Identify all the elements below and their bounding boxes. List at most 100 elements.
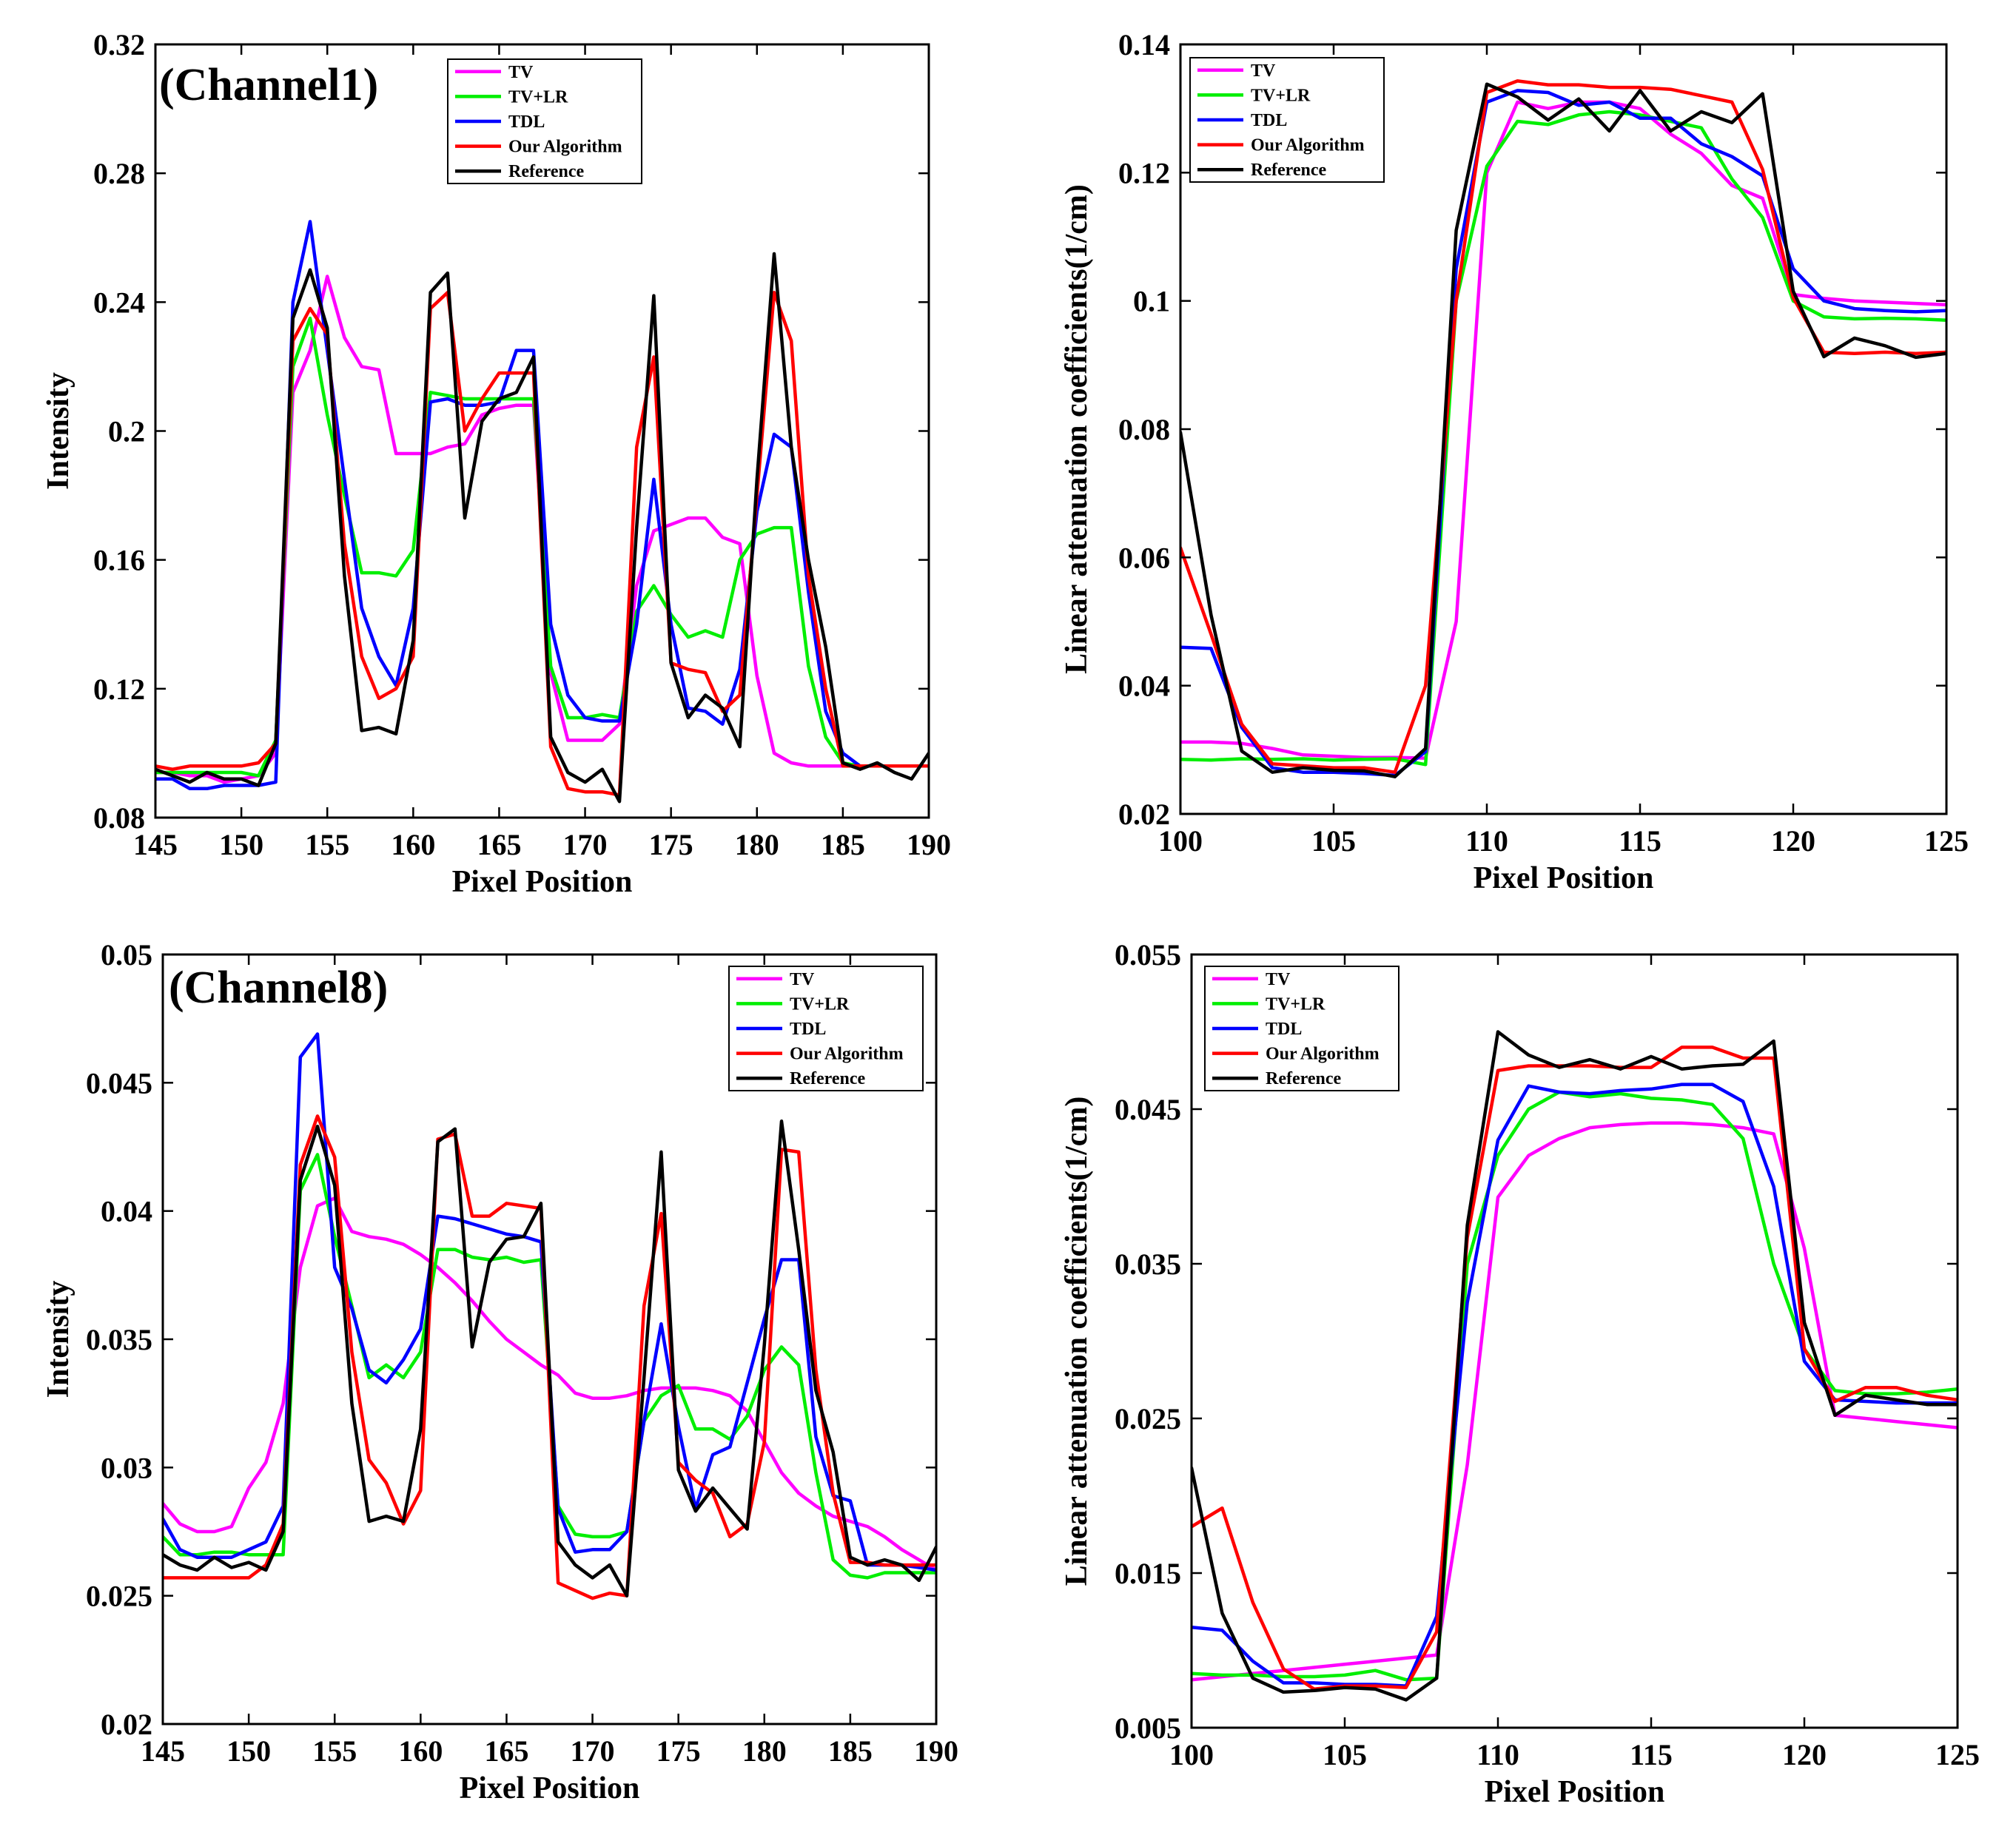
y-tick-label: 0.045 bbox=[1115, 1093, 1181, 1126]
legend-entry: TV+LR bbox=[790, 994, 850, 1014]
panel-title: (Channel8) bbox=[169, 963, 388, 1013]
legend-entry: TDL bbox=[790, 1020, 826, 1039]
y-tick-label: 0.02 bbox=[1118, 798, 1170, 831]
y-tick-label: 0.02 bbox=[101, 1708, 152, 1741]
series-line-tv bbox=[1192, 1121, 1958, 1682]
y-axis-label: Intensity bbox=[41, 1281, 75, 1398]
legend-entry: TV bbox=[1251, 61, 1276, 81]
x-tick-label: 170 bbox=[571, 1734, 615, 1768]
series-line-tv-lr bbox=[1180, 110, 1946, 767]
y-tick-label: 0.015 bbox=[1115, 1557, 1181, 1590]
x-tick-label: 160 bbox=[391, 828, 435, 861]
x-tick-label: 165 bbox=[484, 1734, 528, 1768]
legend-entry: Reference bbox=[1251, 161, 1327, 180]
x-tick-label: 170 bbox=[563, 828, 608, 861]
y-tick-label: 0.12 bbox=[1118, 156, 1170, 189]
y-tick-label: 0.28 bbox=[93, 157, 145, 190]
legend-entry: Our Algorithm bbox=[508, 138, 622, 157]
x-tick-label: 185 bbox=[821, 828, 865, 861]
x-axis-label: Pixel Position bbox=[1485, 1775, 1665, 1809]
chart-panel-2: 100 105 110 115 120 125 0.02 0.04 0.06 0.08 0.1 0.1… bbox=[1060, 28, 1969, 895]
legend-entry: Reference bbox=[1266, 1069, 1342, 1088]
x-tick-label: 155 bbox=[305, 828, 349, 861]
series-line-reference bbox=[1192, 1030, 1958, 1702]
x-tick-label: 125 bbox=[1935, 1738, 1980, 1771]
legend: TV TV+LR TDL Our Algorithm Reference bbox=[1204, 966, 1400, 1091]
legend-entry: TV+LR bbox=[1251, 86, 1311, 105]
chart-panel-4: 100 105 110 115 120 125 0.005 0.015 0.025 0.035 0.… bbox=[1060, 938, 1980, 1809]
x-tick-label: 105 bbox=[1311, 824, 1356, 858]
x-axis-label: Pixel Position bbox=[452, 865, 633, 899]
legend-entry: TV+LR bbox=[508, 87, 568, 107]
x-tick-label: 190 bbox=[907, 828, 951, 861]
series-line-reference bbox=[1180, 82, 1946, 778]
chart-panel-3: 145 150 155 160 165 170 175 180 185 190 0.02 0.025 0… bbox=[41, 938, 958, 1805]
x-tick-label: 145 bbox=[141, 1734, 185, 1768]
x-tick-label: 175 bbox=[649, 828, 693, 861]
legend-entry: TV bbox=[1266, 970, 1291, 989]
legend-entry: TV bbox=[790, 970, 815, 989]
y-tick-label: 0.04 bbox=[1118, 670, 1170, 703]
x-tick-label: 115 bbox=[1619, 824, 1661, 858]
y-tick-label: 0.1 bbox=[1133, 285, 1170, 318]
y-tick-label: 0.16 bbox=[93, 544, 145, 577]
x-tick-label: 150 bbox=[226, 1734, 271, 1768]
y-tick-label: 0.12 bbox=[93, 673, 145, 706]
y-tick-label: 0.005 bbox=[1115, 1711, 1181, 1745]
x-tick-label: 175 bbox=[656, 1734, 701, 1768]
y-tick-label: 0.32 bbox=[93, 28, 145, 61]
y-tick-label: 0.08 bbox=[1118, 413, 1170, 446]
y-tick-label: 0.05 bbox=[101, 938, 152, 972]
series-line-tdl bbox=[1180, 89, 1946, 778]
y-tick-label: 0.14 bbox=[1118, 28, 1170, 61]
legend: TV TV+LR TDL Our Algorithm Reference bbox=[728, 966, 924, 1091]
x-tick-label: 150 bbox=[219, 828, 263, 861]
y-tick-label: 0.08 bbox=[93, 801, 145, 835]
y-tick-label: 0.055 bbox=[1115, 938, 1181, 972]
legend-entry: Reference bbox=[508, 162, 585, 181]
x-tick-label: 120 bbox=[1782, 1738, 1827, 1771]
x-tick-label: 105 bbox=[1323, 1738, 1367, 1771]
legend-entry: Our Algorithm bbox=[790, 1045, 904, 1064]
y-tick-label: 0.03 bbox=[101, 1451, 152, 1484]
legend-entry: TDL bbox=[1251, 111, 1287, 130]
x-tick-label: 185 bbox=[828, 1734, 873, 1768]
legend-entry: TV bbox=[508, 63, 534, 82]
y-tick-label: 0.045 bbox=[86, 1066, 152, 1100]
legend: TV TV+LR TDL Our Algorithm Reference bbox=[447, 58, 642, 184]
y-tick-label: 0.025 bbox=[1115, 1402, 1181, 1435]
chart-panel-1: 145 150 155 160 165 170 175 180 185 190 0.08 0.12 0.… bbox=[41, 28, 951, 899]
x-tick-label: 125 bbox=[1924, 824, 1969, 858]
legend-entry: Our Algorithm bbox=[1266, 1045, 1380, 1064]
x-tick-label: 100 bbox=[1158, 824, 1203, 858]
y-tick-label: 0.04 bbox=[101, 1195, 152, 1228]
x-tick-label: 115 bbox=[1630, 1738, 1673, 1771]
y-axis-label: Linear attenuation coefficients(1/cm) bbox=[1060, 184, 1094, 674]
legend-entry: TV+LR bbox=[1266, 994, 1325, 1014]
x-tick-label: 110 bbox=[1476, 1738, 1519, 1771]
x-tick-label: 100 bbox=[1169, 1738, 1214, 1771]
x-axis-label: Pixel Position bbox=[1474, 861, 1654, 895]
series-line-reference bbox=[155, 252, 929, 804]
legend: TV TV+LR TDL Our Algorithm Reference bbox=[1189, 57, 1385, 183]
y-tick-label: 0.2 bbox=[108, 415, 145, 448]
legend-entry: TDL bbox=[1266, 1020, 1302, 1039]
x-tick-label: 110 bbox=[1465, 824, 1508, 858]
x-tick-label: 165 bbox=[477, 828, 521, 861]
x-tick-label: 145 bbox=[133, 828, 178, 861]
series-line-reference bbox=[163, 1119, 936, 1597]
y-tick-label: 0.035 bbox=[1115, 1248, 1181, 1281]
legend-entry: Our Algorithm bbox=[1251, 136, 1365, 155]
x-tick-label: 155 bbox=[312, 1734, 357, 1768]
x-tick-label: 180 bbox=[742, 1734, 787, 1768]
y-tick-label: 0.025 bbox=[86, 1580, 152, 1613]
axes-frame bbox=[1190, 953, 1959, 1729]
panel-title: (Channel1) bbox=[159, 60, 378, 110]
x-tick-label: 190 bbox=[914, 1734, 958, 1768]
x-tick-label: 180 bbox=[735, 828, 779, 861]
legend-entry: Reference bbox=[790, 1069, 866, 1088]
legend-entry: TDL bbox=[508, 112, 545, 132]
x-tick-label: 160 bbox=[398, 1734, 443, 1768]
x-axis-label: Pixel Position bbox=[460, 1771, 640, 1805]
